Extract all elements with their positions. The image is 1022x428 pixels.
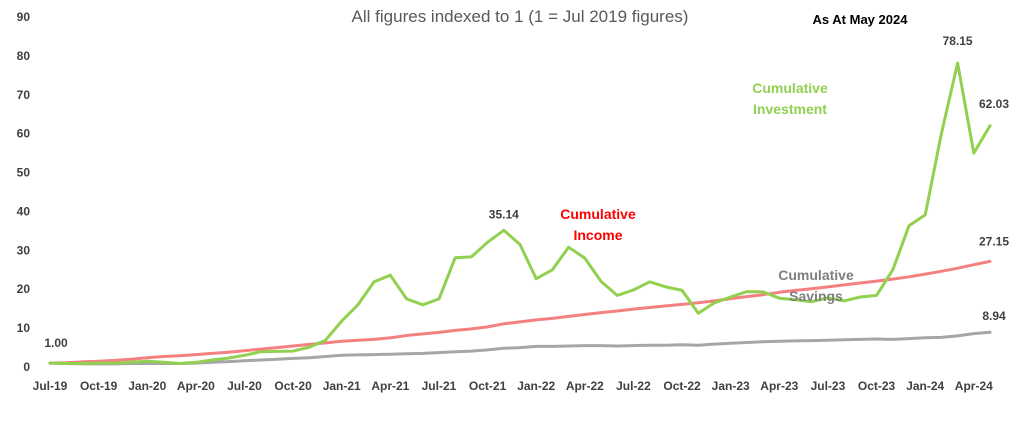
y-tick-label: 80 xyxy=(17,49,31,63)
y-tick-label: 50 xyxy=(17,166,31,180)
y-tick-label: 90 xyxy=(17,10,31,24)
x-tick-label: Oct-20 xyxy=(274,379,312,393)
x-tick-label: Jul-21 xyxy=(422,379,457,393)
data-label: 62.03 xyxy=(979,97,1009,111)
x-tick-label: Jan-21 xyxy=(323,379,361,393)
as-at-label: As At May 2024 xyxy=(813,12,909,27)
x-tick-label: Jan-20 xyxy=(128,379,166,393)
x-tick-label: Apr-22 xyxy=(566,379,604,393)
series-labels: Cumulative Investment Cumulative Income Cumu… xyxy=(560,80,854,304)
x-tick-label: Oct-23 xyxy=(858,379,896,393)
y-tick-label: 0 xyxy=(23,360,30,374)
x-tick-label: Jul-19 xyxy=(33,379,68,393)
x-tick-label: Jul-22 xyxy=(616,379,651,393)
series-line-cumulative-savings xyxy=(48,330,992,366)
data-label: 27.15 xyxy=(979,234,1009,248)
x-tick-label: Jan-24 xyxy=(906,379,944,393)
x-tick-label: Jan-23 xyxy=(712,379,750,393)
x-tick-label: Apr-23 xyxy=(760,379,798,393)
y-axis: 0 10 20 30 40 50 60 70 80 90 xyxy=(17,10,31,374)
x-tick-label: Oct-22 xyxy=(663,379,701,393)
x-tick-label: Oct-19 xyxy=(80,379,118,393)
data-label: 1.00 xyxy=(44,336,68,350)
data-label: 78.15 xyxy=(943,34,973,48)
y-tick-label: 40 xyxy=(17,204,31,218)
chart-title: All figures indexed to 1 (1 = Jul 2019 f… xyxy=(352,7,689,26)
data-label: 8.94 xyxy=(982,309,1006,323)
y-tick-label: 60 xyxy=(17,127,31,141)
y-tick-label: 20 xyxy=(17,282,31,296)
y-tick-label: 10 xyxy=(17,321,31,335)
series-line-cumulative-income xyxy=(48,259,992,365)
y-tick-label: 30 xyxy=(17,243,31,257)
data-labels: 1.00 35.14 78.15 62.03 27.15 8.94 xyxy=(44,34,1009,350)
series-label: Cumulative Savings xyxy=(778,267,854,304)
x-tick-label: Jul-20 xyxy=(227,379,262,393)
y-tick-label: 70 xyxy=(17,88,31,102)
x-tick-label: Apr-21 xyxy=(371,379,409,393)
data-label: 35.14 xyxy=(489,207,519,221)
x-tick-label: Jul-23 xyxy=(811,379,846,393)
series-label: Cumulative Investment xyxy=(752,80,828,117)
series-lines xyxy=(48,61,992,366)
x-tick-label: Jan-22 xyxy=(517,379,555,393)
series-line-cumulative-investment xyxy=(48,61,992,365)
x-tick-label: Apr-24 xyxy=(955,379,993,393)
series-label: Cumulative Income xyxy=(560,206,636,243)
x-axis: Jul-19 Oct-19 Jan-20 Apr-20 Jul-20 Oct-20 Jan-… xyxy=(33,379,993,393)
x-tick-label: Oct-21 xyxy=(469,379,507,393)
x-tick-label: Apr-20 xyxy=(177,379,215,393)
